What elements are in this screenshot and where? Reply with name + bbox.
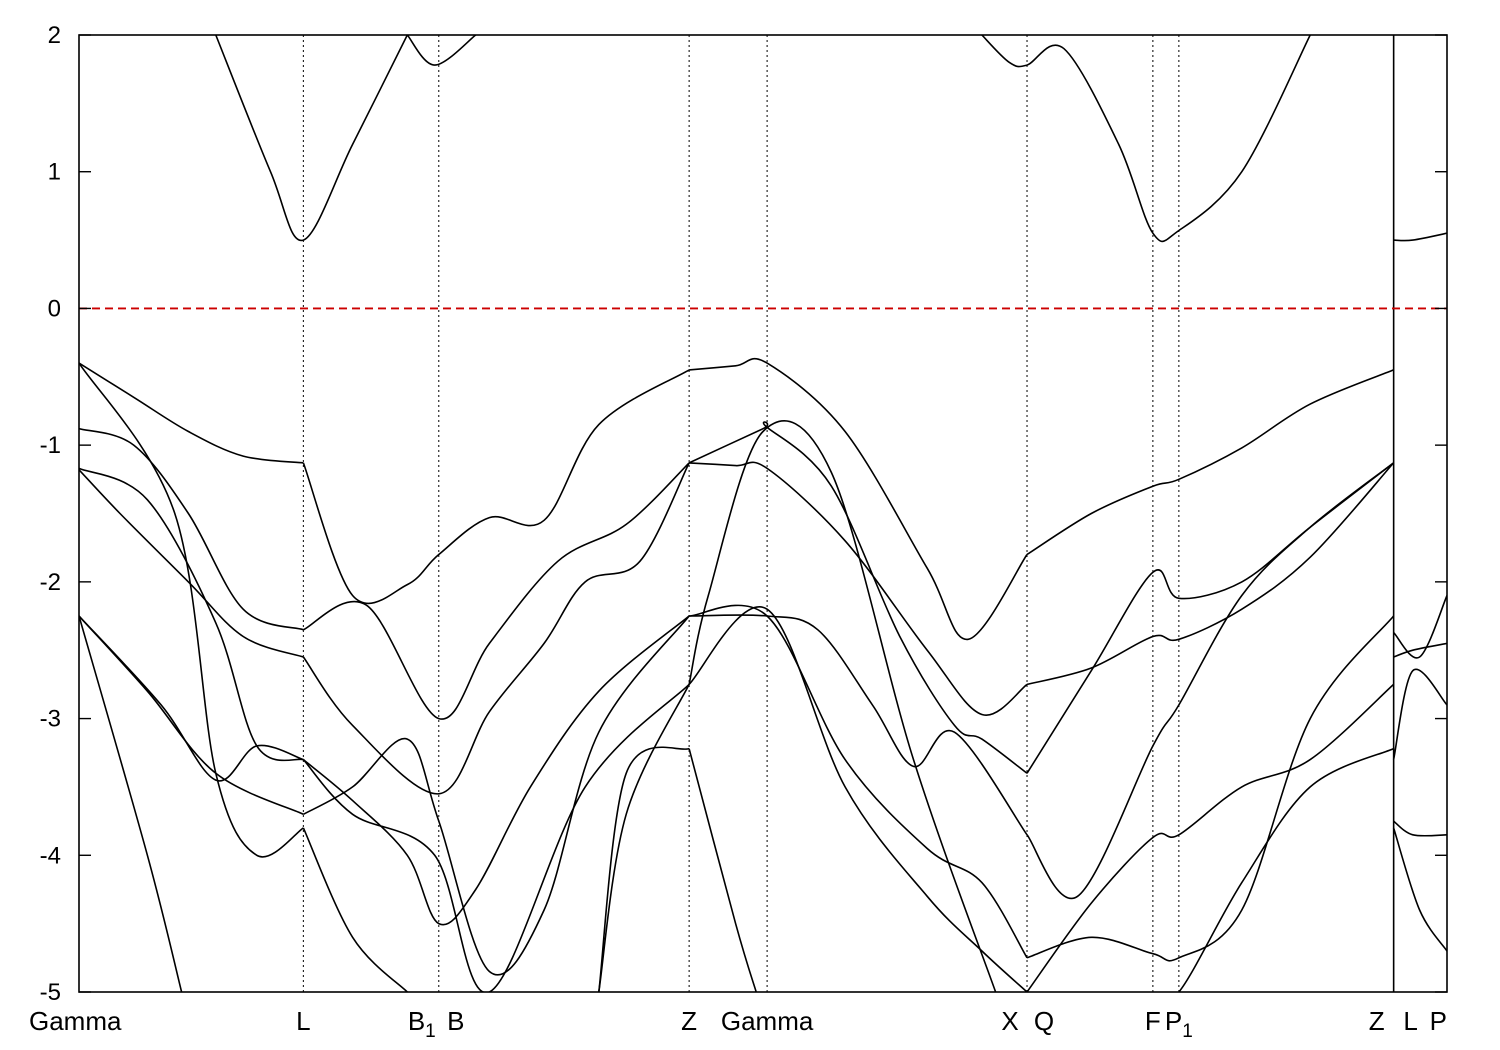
y-tick-labels: -5 -4 -3 -2 -1 0 1 2: [40, 22, 61, 1006]
y-tick-label: 2: [48, 22, 61, 49]
kpoint-label-0: Gamma: [29, 1006, 122, 1036]
kpoint-labels: Gamma L B1 B Z Gamma X Q F P1 Z L P: [29, 1006, 1447, 1042]
band-line-7: [1026, 462, 1395, 686]
band-line-29: [688, 606, 1028, 992]
band-line-9: [302, 462, 690, 795]
band-line-14: [689, 614, 1028, 836]
band-line-36: [1392, 595, 1447, 659]
band-line-18: [689, 604, 1028, 959]
band-lines-layer: [79, 35, 1447, 992]
band-line-27: [688, 748, 757, 992]
band-line-34: [1393, 820, 1447, 837]
y-tick-label: -4: [40, 842, 61, 869]
kpoint-label-10: Z: [1369, 1006, 1385, 1036]
kpoint-label-2: B1: [408, 1006, 436, 1042]
plot-frame: [78, 34, 1448, 993]
kpoint-grid-lines: [302, 35, 1395, 992]
kpoint-label-3: B: [447, 1006, 464, 1036]
kpoint-label-5: Gamma: [721, 1006, 814, 1036]
band-line-3: [1026, 369, 1394, 556]
band-line-1: [302, 369, 690, 605]
band-line-4: [79, 427, 304, 631]
band-line-35: [1392, 827, 1447, 952]
band-line-0: [79, 362, 304, 464]
band-line-32: [1393, 642, 1447, 658]
band-line-10: [688, 421, 1028, 774]
kpoint-label-8: F: [1145, 1006, 1161, 1036]
band-line-23: [79, 362, 304, 858]
kpoint-label-4: Z: [681, 1006, 697, 1036]
band-line-31: [1152, 747, 1394, 992]
band-line-2: [689, 357, 1028, 641]
band-line-5: [303, 462, 690, 720]
band-line-13: [302, 615, 690, 926]
y-tick-label: -5: [40, 979, 61, 1006]
band-line-39: [406, 35, 477, 66]
band-line-8: [79, 469, 304, 658]
band-line-26: [598, 746, 690, 992]
kpoint-label-12: P: [1430, 1006, 1447, 1036]
kpoint-label-1: L: [296, 1006, 310, 1036]
band-line-38: [215, 35, 409, 242]
band-line-28: [598, 684, 690, 992]
axes-layer: [78, 34, 1448, 993]
kpoint-label-6: X: [1001, 1006, 1018, 1036]
y-tick-label: -1: [40, 432, 61, 459]
band-line-15: [1026, 462, 1395, 900]
y-tick-label: 1: [48, 159, 61, 186]
band-line-22: [688, 420, 997, 992]
band-line-25: [79, 615, 183, 992]
band-line-21: [302, 683, 690, 992]
y-tick-label: -2: [40, 569, 61, 596]
kpoint-label-9: P1: [1165, 1006, 1193, 1042]
band-line-24: [302, 827, 408, 992]
band-line-19: [1026, 615, 1395, 962]
y-tick-label: 0: [48, 295, 61, 322]
band-line-6: [689, 461, 1028, 716]
kpoint-label-11: L: [1403, 1006, 1417, 1036]
band-line-20: [79, 615, 304, 782]
band-line-30: [1026, 683, 1395, 992]
band-line-37: [1393, 232, 1447, 242]
band-line-17: [303, 615, 690, 976]
band-line-40: [981, 35, 1311, 243]
band-line-11: [1026, 462, 1395, 774]
y-tick-label: -3: [40, 706, 61, 733]
kpoint-label-7: Q: [1034, 1006, 1054, 1036]
band-line-33: [1392, 668, 1447, 760]
band-line-12: [79, 467, 304, 762]
band-line-16: [79, 615, 304, 816]
